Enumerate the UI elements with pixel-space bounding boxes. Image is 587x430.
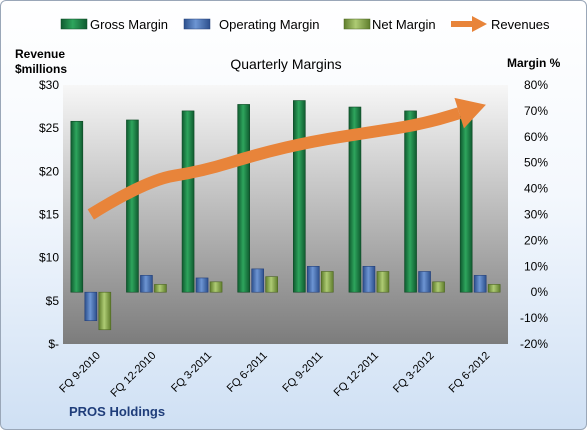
net-margin-bar — [209, 281, 223, 293]
net-margin-bar — [265, 276, 278, 293]
left-tick-label: $25 — [39, 121, 59, 135]
right-tick-label: 30% — [524, 208, 548, 222]
category-labels: FQ 9-2010 FQ 12-2010 FQ 3-2011 FQ 6-2011 FQ … — [57, 350, 492, 400]
left-tick-label: $30 — [39, 78, 59, 92]
gross-margin-bar — [348, 106, 362, 293]
legend-label: Net Margin — [372, 17, 436, 32]
gross-margin-bar — [126, 119, 139, 293]
legend-item-operating-margin: Operating Margin — [183, 17, 319, 32]
revenue-line — [87, 107, 461, 220]
left-tick-label: $5 — [46, 294, 60, 308]
left-tick-label: $- — [48, 337, 59, 351]
category-label: FQ 3-2012 — [391, 350, 437, 396]
net-margin-bar — [321, 271, 334, 293]
legend-item-revenues: Revenues — [451, 16, 550, 32]
left-axis-ticks: $- $5 $10 $15 $20 $25 $30 — [39, 78, 59, 351]
left-axis-label-line1: Revenue — [15, 47, 65, 61]
operating-margin-bar — [307, 265, 320, 293]
revenue-arrowhead — [454, 97, 486, 129]
category-label: FQ 3-2011 — [169, 350, 214, 395]
operating-margin-bar — [140, 275, 153, 293]
category-label: FQ 6-2011 — [225, 350, 270, 395]
right-axis-ticks: -20% -10% 0% 10% 20% 30% 40% 50% 60% 70% 80% — [520, 78, 548, 351]
net-margin-bar — [487, 284, 501, 293]
legend-item-net-margin: Net Margin — [343, 17, 436, 32]
gross-margin-bar — [293, 100, 306, 293]
category-label: FQ 12-2011 — [332, 350, 381, 399]
right-tick-label: 10% — [524, 259, 548, 273]
right-tick-label: 60% — [524, 130, 548, 144]
legend-label: Gross Margin — [90, 17, 168, 32]
left-tick-label: $10 — [39, 251, 59, 265]
revenue-arrow-layer — [87, 97, 486, 220]
chart-title: Quarterly Margins — [230, 56, 341, 72]
legend-label: Revenues — [491, 17, 550, 32]
legend: Gross Margin Operating Margin Net Margin… — [60, 16, 550, 32]
left-tick-label: $15 — [39, 208, 59, 222]
net-margin-bar — [154, 284, 167, 293]
right-tick-label: 20% — [524, 233, 548, 247]
left-axis-label-line2: $millions — [15, 62, 67, 76]
gross-margin-bar — [70, 120, 84, 293]
operating-margin-bar — [362, 265, 376, 293]
category-label: FQ 6-2012 — [447, 350, 493, 396]
gross-margin-bar — [404, 110, 417, 293]
gross-margin-bar — [459, 104, 473, 293]
right-tick-label: -10% — [520, 311, 548, 325]
category-label: FQ 9-2011 — [280, 350, 325, 395]
footer-company: PROS Holdings — [69, 404, 165, 419]
net-margin-bar — [376, 271, 390, 293]
right-tick-label: 40% — [524, 182, 548, 196]
right-axis-label: Margin % — [507, 56, 561, 70]
net-margin-bar — [98, 291, 112, 331]
right-tick-label: 70% — [524, 104, 548, 118]
net-margin-bar — [432, 281, 445, 293]
operating-margin-bar — [473, 275, 487, 293]
operating-margin-bar — [84, 291, 98, 321]
legend-label: Operating Margin — [219, 17, 319, 32]
right-tick-label: 50% — [524, 156, 548, 170]
operating-margin-bar — [251, 268, 264, 293]
bars-layer — [70, 100, 501, 331]
operating-margin-bar — [195, 277, 209, 293]
legend-item-gross-margin: Gross Margin — [60, 17, 168, 32]
right-tick-label: -20% — [520, 337, 548, 351]
operating-margin-bar — [418, 271, 431, 293]
gross-margin-bar — [181, 110, 195, 293]
right-tick-label: 80% — [524, 78, 548, 92]
category-label: FQ 12-2010 — [109, 350, 159, 400]
gross-margin-bar — [237, 104, 250, 293]
category-label: FQ 9-2010 — [57, 350, 103, 396]
left-tick-label: $20 — [39, 164, 59, 178]
right-tick-label: 0% — [531, 285, 549, 299]
